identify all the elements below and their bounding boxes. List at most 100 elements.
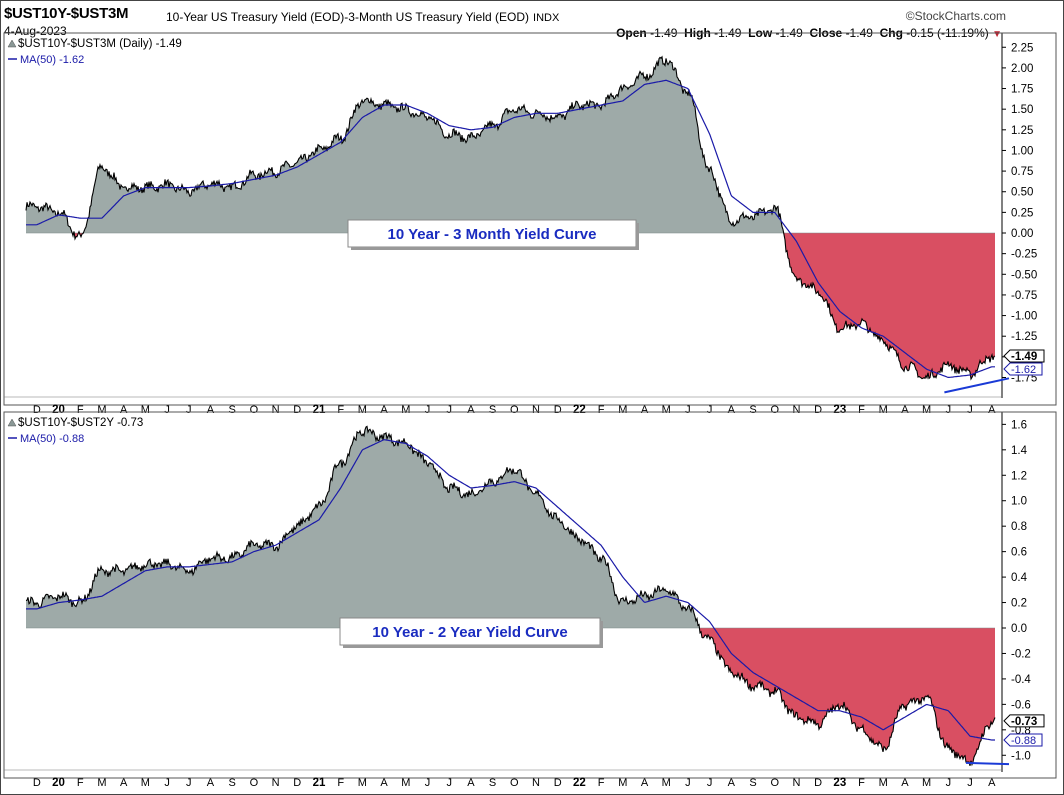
x-year-label: 20 xyxy=(52,404,65,416)
x-month-label: F xyxy=(77,404,84,416)
x-month-label: J xyxy=(946,404,952,416)
x-month-label: O xyxy=(250,777,259,789)
x-month-label: J xyxy=(425,777,431,789)
x-month-label: J xyxy=(164,404,170,416)
y-tick-label: 0.2 xyxy=(1011,598,1027,610)
x-month-label: J xyxy=(186,777,192,789)
y-tick-label: -0.25 xyxy=(1011,249,1037,261)
y-tick-label: -1.25 xyxy=(1011,331,1037,343)
x-month-label: J xyxy=(446,404,452,416)
ma50-line xyxy=(26,439,995,741)
x-month-label: M xyxy=(401,404,410,416)
ma-legend-label: MA(50) -1.62 xyxy=(20,54,84,66)
x-axis: D 20 F M A M J J A S O N D 21 F M A M J J A S O N D 22 F M A M J J A S O N D… xyxy=(4,769,1002,789)
x-month-label: O xyxy=(250,404,259,416)
panel-border xyxy=(3,32,1057,406)
x-year-label: 21 xyxy=(313,404,326,416)
y-tick-label: -0.6 xyxy=(1011,699,1031,711)
y-tick-label: 1.6 xyxy=(1011,419,1027,431)
y-tick-label: 0.00 xyxy=(1011,228,1033,240)
x-month-label: A xyxy=(467,404,475,416)
annotation-shadow xyxy=(343,645,603,648)
x-month-label: M xyxy=(922,404,931,416)
x-month-label: S xyxy=(228,777,235,789)
x-month-label: M xyxy=(97,404,106,416)
ma-value-tag xyxy=(1003,362,1043,376)
y-tick-label: 1.75 xyxy=(1011,84,1033,96)
y-tick-label: 2.00 xyxy=(1011,63,1033,75)
x-year-label: 22 xyxy=(573,777,586,789)
x-month-label: N xyxy=(792,777,800,789)
x-month-label: F xyxy=(77,777,84,789)
x-month-label: A xyxy=(120,404,128,416)
x-month-label: N xyxy=(272,777,280,789)
x-month-label: J xyxy=(685,777,691,789)
x-month-label: M xyxy=(618,404,627,416)
x-month-label: D xyxy=(33,777,41,789)
annotation-box xyxy=(347,219,637,248)
ma-legend-label: MA(50) -0.88 xyxy=(20,433,84,445)
y-tick-label: 1.2 xyxy=(1011,470,1027,482)
y-tick-label: -0.2 xyxy=(1011,648,1031,660)
x-month-label: A xyxy=(120,777,128,789)
x-year-label: 22 xyxy=(573,404,586,416)
x-month-label: M xyxy=(662,777,671,789)
x-month-label: D xyxy=(293,404,301,416)
x-month-label: N xyxy=(792,404,800,416)
y-tick-label: 1.25 xyxy=(1011,125,1033,137)
y-tick-label: 1.4 xyxy=(1011,445,1028,457)
x-month-label: D xyxy=(554,404,562,416)
x-month-label: J xyxy=(946,777,952,789)
x-month-label: A xyxy=(641,404,649,416)
y-tick-label: -0.50 xyxy=(1011,269,1037,281)
x-month-label: O xyxy=(510,404,519,416)
trend-line xyxy=(965,761,1010,766)
x-month-label: A xyxy=(380,777,388,789)
y-tick-label: 1.50 xyxy=(1011,104,1033,116)
y-tick-label: -0.75 xyxy=(1011,290,1037,302)
y-tick-label: 0.75 xyxy=(1011,166,1033,178)
x-month-label: J xyxy=(685,404,691,416)
y-tick-label: -0.4 xyxy=(1011,674,1031,686)
brand-link[interactable]: ©StockCharts.com xyxy=(905,9,1006,23)
chart-date: 4-Aug-2023 xyxy=(4,24,67,38)
exchange-label: INDX xyxy=(533,12,560,24)
x-month-label: A xyxy=(901,777,909,789)
x-month-label: D xyxy=(814,777,822,789)
x-month-label: F xyxy=(598,777,605,789)
ma-value-tag xyxy=(1003,733,1043,747)
last-value-text: -1.49 xyxy=(1011,351,1037,363)
x-month-label: A xyxy=(728,404,736,416)
area-above-zero xyxy=(26,426,995,628)
panel-border xyxy=(3,411,1057,779)
x-month-label: O xyxy=(770,404,779,416)
x-month-label: M xyxy=(358,404,367,416)
y-tick-label: 0.8 xyxy=(1011,521,1027,533)
chart-panel-1: 2.25 2.00 1.75 1.50 1.25 1.00 0.75 0.50 0.25 0.00… xyxy=(3,32,1057,416)
y-tick-label: 0.25 xyxy=(1011,207,1033,219)
x-month-label: M xyxy=(97,777,106,789)
ma50-line xyxy=(26,79,995,378)
y-tick-label: 0.50 xyxy=(1011,187,1033,199)
x-month-label: A xyxy=(467,777,475,789)
y-tick-label: 0.6 xyxy=(1011,547,1027,559)
last-value-text: -0.73 xyxy=(1011,716,1037,728)
area-below-zero xyxy=(26,233,995,379)
x-month-label: M xyxy=(922,777,931,789)
x-month-label: M xyxy=(401,777,410,789)
area-above-zero xyxy=(26,56,995,234)
y-tick-label: 1.0 xyxy=(1011,496,1027,508)
x-month-label: N xyxy=(532,404,540,416)
x-month-label: J xyxy=(967,777,973,789)
y-tick-label: 0.4 xyxy=(1011,572,1028,584)
x-month-label: D xyxy=(33,404,41,416)
annotation-shadow xyxy=(351,247,639,250)
x-month-label: A xyxy=(901,404,909,416)
symbol-title: $UST10Y-$UST3M xyxy=(4,5,129,22)
x-month-label: M xyxy=(618,777,627,789)
down-arrow-icon: ▼ xyxy=(992,29,1002,40)
x-month-label: A xyxy=(207,777,215,789)
x-year-label: 23 xyxy=(833,777,846,789)
x-month-label: M xyxy=(141,404,150,416)
